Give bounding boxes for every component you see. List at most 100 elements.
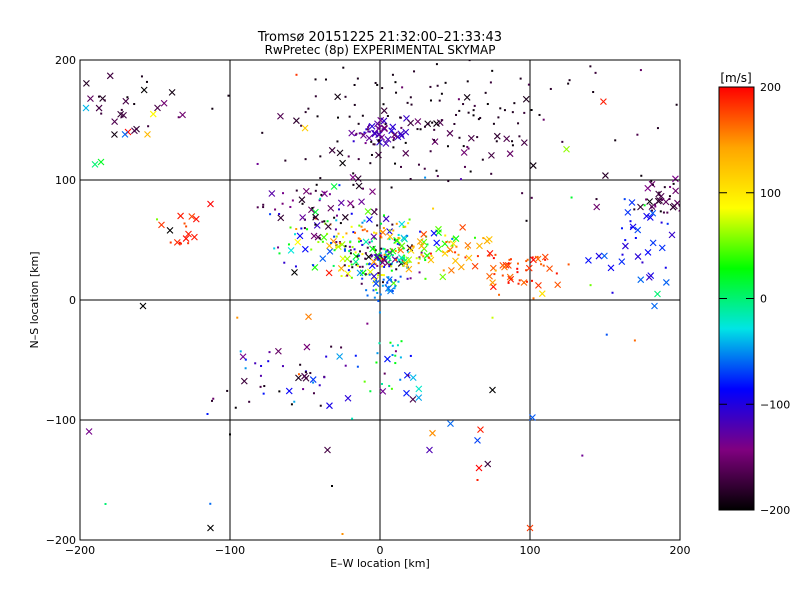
data-point-cross <box>154 104 161 112</box>
data-point-cross <box>182 235 190 242</box>
data-point-dot <box>384 259 387 262</box>
data-point-dot <box>469 170 472 173</box>
data-point-dot <box>399 116 402 119</box>
data-point-dot <box>366 262 369 265</box>
data-point-dot <box>347 265 350 268</box>
data-point-dot <box>156 218 159 221</box>
data-point-dot <box>177 116 180 119</box>
data-point-cross <box>541 253 549 261</box>
data-point-dot <box>409 277 412 280</box>
data-point-dot <box>244 367 247 370</box>
data-point-dot <box>391 254 394 257</box>
data-point-dot <box>397 280 400 283</box>
data-point-cross <box>370 273 378 280</box>
data-point-dot <box>301 202 304 205</box>
data-point-dot <box>299 363 302 366</box>
data-point-cross <box>302 187 310 195</box>
y-axis-label: N–S location [km] <box>28 251 41 348</box>
data-point-cross <box>312 208 319 216</box>
data-point-cross <box>429 429 436 437</box>
data-point-cross <box>336 149 344 157</box>
data-point-cross <box>320 234 328 241</box>
data-point-dot <box>338 269 341 272</box>
data-point-dot <box>348 245 351 248</box>
data-point-dot <box>349 260 352 263</box>
data-point-dot <box>381 284 384 287</box>
data-point-dot <box>358 265 361 268</box>
data-point-cross <box>415 394 423 401</box>
data-point-cross <box>654 290 661 298</box>
data-point-dot <box>511 144 514 147</box>
data-point-dot <box>229 433 231 436</box>
data-point-cross <box>506 150 514 158</box>
data-point-dot <box>481 158 484 161</box>
data-point-dot <box>393 287 396 290</box>
data-point-dot <box>309 372 312 375</box>
data-point-cross <box>446 129 454 137</box>
data-point-dot <box>380 247 383 250</box>
data-point-cross <box>534 255 542 263</box>
data-point-cross <box>655 190 663 198</box>
data-point-dot <box>521 192 524 195</box>
data-point-dot <box>408 260 411 263</box>
data-point-dot <box>337 116 340 119</box>
data-point-dot <box>372 143 375 146</box>
data-point-dot <box>394 354 397 357</box>
data-point-dot <box>394 279 397 282</box>
data-point-cross <box>379 387 387 395</box>
data-point-cross <box>403 389 410 397</box>
data-point-dot <box>290 403 293 406</box>
data-point-dot <box>375 253 378 256</box>
data-point-dot <box>104 503 107 505</box>
data-point-cross <box>85 428 93 435</box>
data-point-dot <box>281 202 284 205</box>
data-point-dot <box>476 136 479 139</box>
data-point-dot <box>239 350 242 353</box>
data-point-cross <box>277 214 285 222</box>
data-point-dot <box>120 116 123 119</box>
data-point-dot <box>206 413 209 415</box>
x-tick-labels: −200 −100 0 100 200 <box>65 544 691 557</box>
data-point-dot <box>389 263 392 266</box>
data-point-dot <box>536 255 539 258</box>
data-point-dot <box>440 119 443 122</box>
data-point-dot <box>633 339 636 342</box>
data-point-dot <box>386 249 389 252</box>
data-point-dot <box>375 232 378 235</box>
data-point-cross <box>554 281 562 289</box>
data-point-dot <box>363 228 366 231</box>
data-point-dot <box>660 221 663 224</box>
data-point-dot <box>314 189 317 192</box>
data-point-cross <box>463 94 471 101</box>
data-point-dot <box>408 218 411 221</box>
data-point-dot <box>400 261 403 264</box>
data-point-dot <box>58 443 60 445</box>
data-point-dot <box>319 404 322 407</box>
data-point-dot <box>302 388 305 391</box>
data-point-dot <box>629 220 632 223</box>
data-point-cross <box>140 86 148 94</box>
data-point-cross <box>400 234 408 242</box>
data-point-dot <box>120 108 123 111</box>
data-point-cross <box>310 232 318 240</box>
data-point-cross <box>506 273 514 281</box>
scatter-points <box>58 60 680 535</box>
data-point-cross <box>365 253 373 261</box>
data-point-dot <box>678 204 680 207</box>
data-point-dot <box>570 196 573 199</box>
data-point-cross <box>366 268 374 276</box>
data-point-dot <box>446 145 449 148</box>
data-point-cross <box>658 244 666 252</box>
data-point-dot <box>126 96 129 99</box>
data-point-cross <box>430 229 438 237</box>
data-point-dot <box>418 271 421 274</box>
data-point-dot <box>278 252 281 255</box>
data-point-dot <box>358 224 361 227</box>
data-point-dot <box>614 139 617 142</box>
data-point-dot <box>423 125 426 128</box>
data-point-dot <box>209 502 212 505</box>
data-point-dot <box>444 234 447 237</box>
data-point-cross <box>662 198 670 206</box>
data-point-cross <box>354 175 362 183</box>
data-point-cross <box>321 190 328 198</box>
